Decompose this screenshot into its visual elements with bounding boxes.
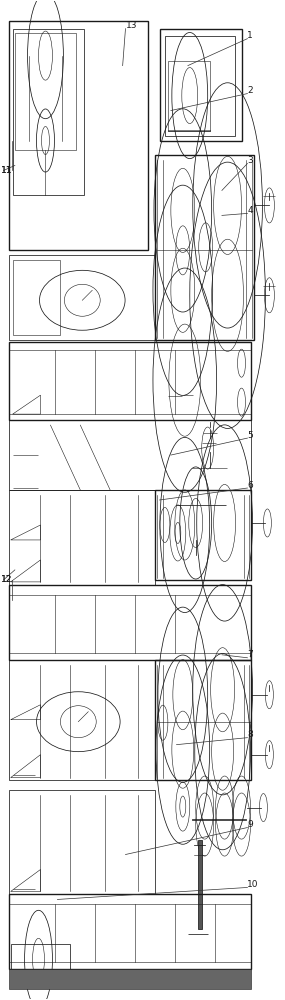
Text: 1: 1	[247, 31, 253, 40]
Bar	[9, 660, 155, 780]
Bar	[9, 894, 251, 969]
Bar	[9, 790, 155, 894]
Text: 11: 11	[1, 166, 12, 175]
Bar	[155, 660, 251, 780]
Bar	[198, 840, 202, 929]
Text: 7: 7	[247, 650, 253, 659]
Text: 12: 12	[1, 575, 12, 584]
Bar	[9, 585, 251, 660]
Text: 2: 2	[247, 86, 253, 95]
Text: 8: 8	[247, 730, 253, 739]
Bar	[155, 155, 255, 340]
Bar	[15, 33, 76, 150]
Text: 6: 6	[247, 481, 253, 490]
Bar	[11, 944, 70, 974]
Text: 9: 9	[247, 820, 253, 829]
Bar	[9, 255, 155, 340]
Bar	[9, 21, 148, 250]
Text: 12: 12	[1, 575, 12, 584]
Bar	[13, 29, 84, 195]
Bar	[165, 36, 235, 136]
Bar	[9, 420, 251, 490]
Text: 11: 11	[1, 166, 12, 175]
Bar	[160, 29, 241, 140]
Text: 10: 10	[247, 880, 259, 889]
Bar	[9, 490, 155, 585]
Text: 3: 3	[247, 156, 253, 165]
Bar	[168, 61, 210, 131]
Bar	[155, 490, 251, 580]
Text: 5: 5	[247, 431, 253, 440]
Text: 4: 4	[247, 206, 253, 215]
Bar	[9, 342, 251, 420]
Bar	[13, 260, 60, 335]
Bar	[9, 969, 251, 989]
Text: 13: 13	[125, 21, 137, 30]
